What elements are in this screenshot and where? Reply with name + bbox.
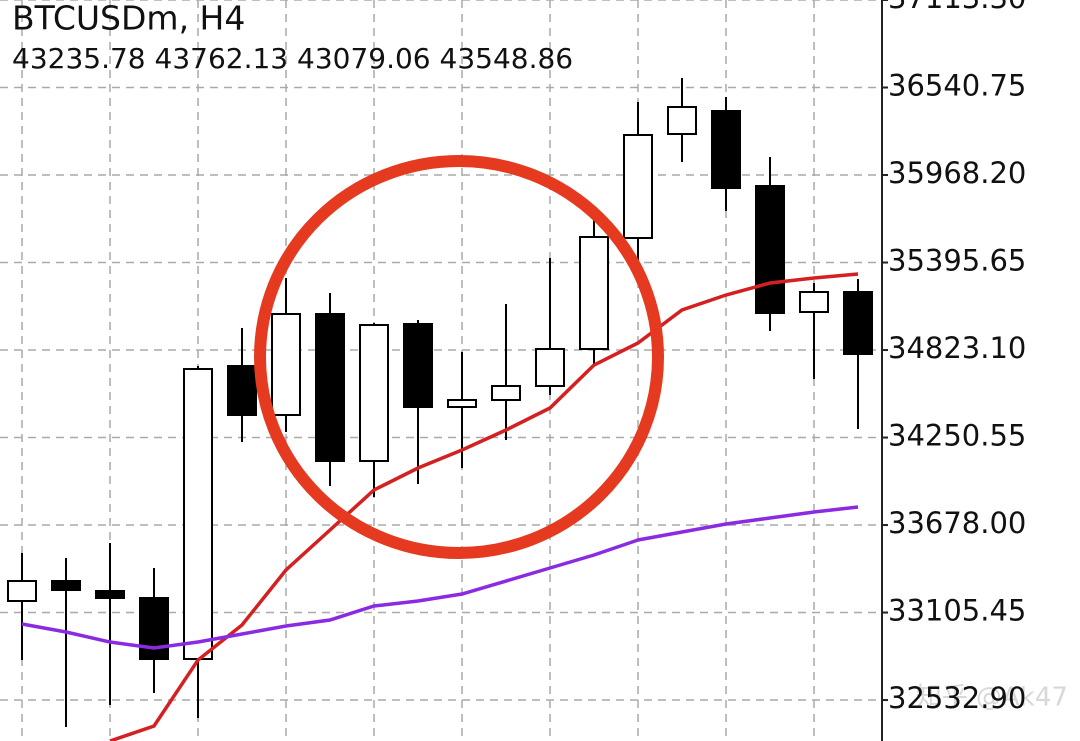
y-tick-label: 35395.65 bbox=[888, 244, 1026, 278]
candle-body bbox=[667, 106, 697, 136]
candle-body bbox=[799, 291, 829, 314]
candle-body bbox=[227, 365, 257, 416]
candle-body bbox=[755, 185, 785, 315]
candle-body bbox=[491, 385, 521, 402]
y-tick-label: 34823.10 bbox=[888, 331, 1026, 365]
candle-body bbox=[95, 590, 125, 600]
moving-average-line bbox=[109, 272, 859, 741]
highlight-circle bbox=[254, 155, 664, 559]
candle-body bbox=[271, 313, 301, 416]
candle-body bbox=[403, 322, 433, 409]
y-tick-label: 36540.75 bbox=[888, 69, 1026, 103]
candle-body bbox=[579, 236, 609, 351]
y-tick-label: 37113.30 bbox=[888, 0, 1026, 15]
chart-subtitle: 43235.78 43762.13 43079.06 43548.86 bbox=[12, 42, 573, 75]
candle-body bbox=[183, 368, 213, 661]
y-tick-label: 33105.45 bbox=[888, 594, 1026, 628]
candle-body bbox=[139, 597, 169, 661]
candle-body bbox=[843, 291, 873, 356]
plot bbox=[7, 78, 873, 741]
candle-body bbox=[7, 580, 37, 603]
candle-body bbox=[315, 313, 345, 463]
chart-title: BTCUSDm, H4 bbox=[12, 0, 245, 38]
y-tick-label: 32532.90 bbox=[888, 681, 1026, 715]
y-tick-label: 35968.20 bbox=[888, 156, 1026, 190]
candle-body bbox=[51, 580, 81, 592]
watermark: 知乎 @Ak47 bbox=[916, 683, 1068, 713]
candle-body bbox=[623, 134, 653, 239]
candle-body bbox=[711, 110, 741, 190]
candle-body bbox=[535, 348, 565, 388]
y-tick-label: 33678.00 bbox=[888, 506, 1026, 540]
y-tick-label: 34250.55 bbox=[888, 419, 1026, 453]
candle-body bbox=[359, 324, 389, 463]
moving-average-line bbox=[21, 505, 859, 650]
candle-body bbox=[447, 399, 477, 409]
